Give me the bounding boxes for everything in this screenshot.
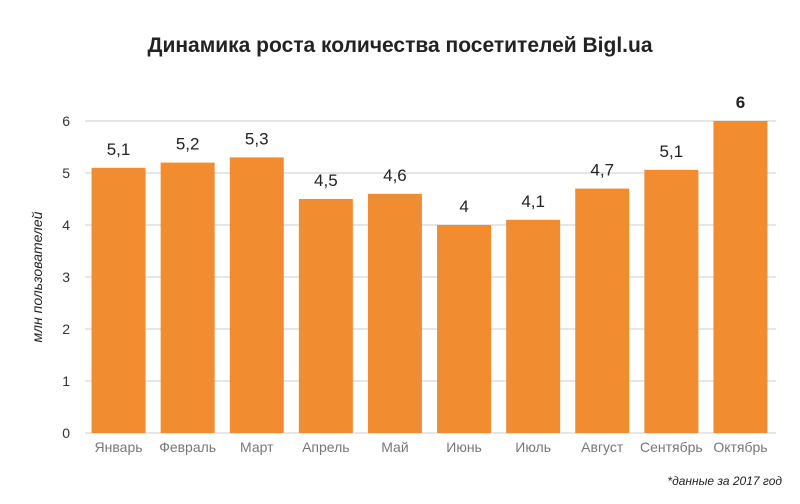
bar [91,167,146,434]
y-tick-label: 1 [62,373,70,389]
x-tick-label: Март [240,439,274,455]
x-tick-label: Январь [95,439,143,455]
chart-title: Динамика роста количества посетителей Bi… [147,34,653,57]
bar [506,219,561,433]
x-tick-label: Апрель [302,439,350,455]
data-label: 5,3 [245,129,269,148]
footnote: *данные за 2017 год [667,474,782,488]
x-tick-label: Май [381,439,408,455]
data-label: 4,6 [383,166,407,185]
y-axis-label: млн пользователей [29,211,45,342]
x-tick-label: Июль [515,439,551,455]
bar [229,157,284,433]
bar [437,225,492,433]
y-tick-label: 6 [62,113,70,129]
data-label: 5,1 [660,142,684,161]
y-tick-label: 5 [62,165,70,181]
y-tick-label: 0 [62,425,70,441]
bar [644,169,699,433]
data-label: 5,2 [176,135,200,154]
data-label: 4,1 [521,192,545,211]
y-tick-label: 3 [62,269,70,285]
bar [160,162,215,433]
bar [713,121,768,433]
x-tick-label: Август [581,439,624,455]
x-tick-label: Июнь [446,439,482,455]
x-tick-label: Октябрь [713,439,767,455]
data-label: 5,1 [107,140,131,159]
data-label: 4,5 [314,171,338,190]
y-tick-label: 2 [62,321,70,337]
bar [298,199,353,433]
data-label: 6 [736,93,745,112]
x-tick-label: Февраль [159,439,216,455]
data-label: 4 [459,197,468,216]
data-label: 4,7 [590,161,614,180]
x-tick-label: Сентябрь [640,439,703,455]
bar [367,193,422,433]
bar [575,188,630,433]
y-tick-label: 4 [62,217,70,233]
